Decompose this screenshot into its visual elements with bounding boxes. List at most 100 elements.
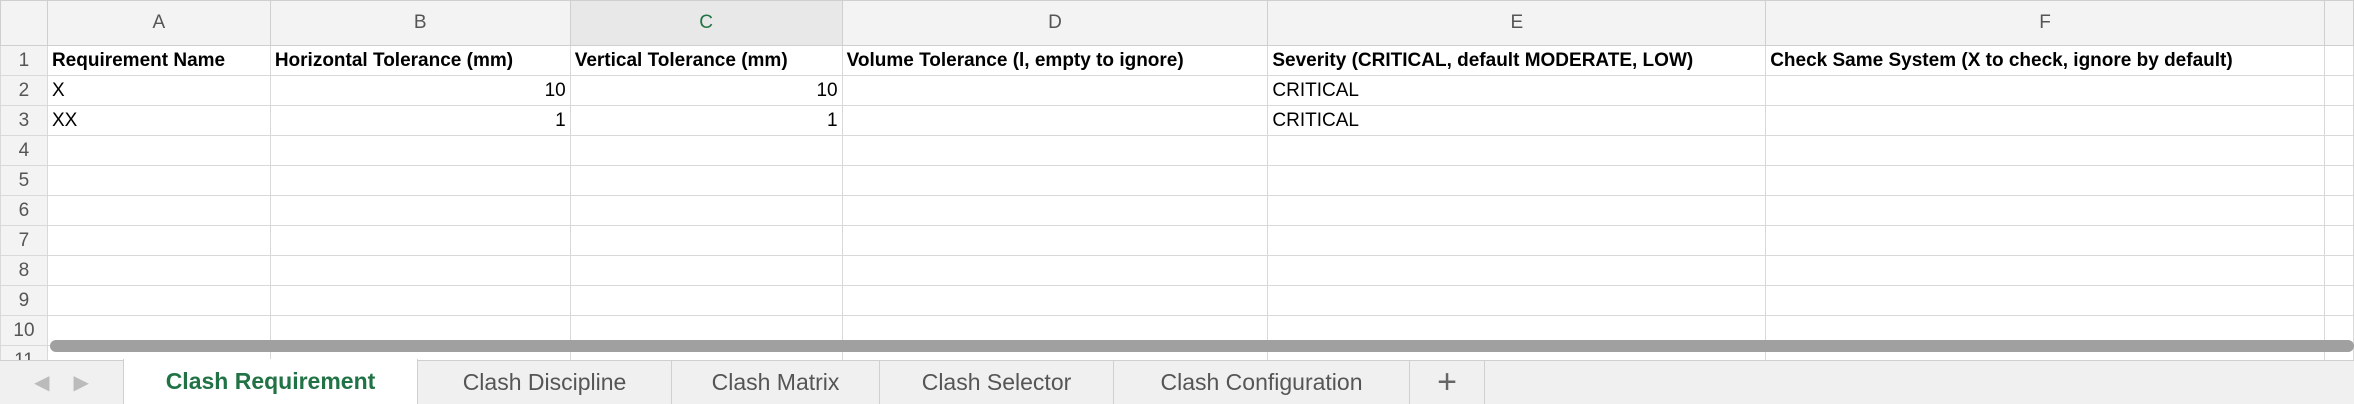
table-row: 8: [0, 255, 2354, 286]
prev-sheet-icon[interactable]: ◀: [34, 372, 50, 394]
cell-b4[interactable]: [269, 135, 571, 166]
cell-c1[interactable]: Vertical Tolerance (mm): [569, 45, 843, 76]
cell-d9[interactable]: [841, 285, 1269, 316]
cell-d4[interactable]: [841, 135, 1269, 166]
cell-b1[interactable]: Horizontal Tolerance (mm): [269, 45, 571, 76]
cell-d7[interactable]: [841, 225, 1269, 256]
cell-a7[interactable]: [46, 225, 271, 256]
cell-d3[interactable]: [841, 105, 1269, 136]
cell-c5[interactable]: [569, 165, 843, 196]
row-header[interactable]: 9: [0, 285, 48, 316]
cell-overflow[interactable]: [2323, 285, 2354, 316]
cell-b6[interactable]: [269, 195, 571, 226]
cell-e5[interactable]: [1267, 165, 1767, 196]
row-header[interactable]: 1: [0, 45, 48, 76]
cell-a9[interactable]: [46, 285, 271, 316]
row-header[interactable]: 6: [0, 195, 48, 226]
cell-e9[interactable]: [1267, 285, 1767, 316]
cell-d6[interactable]: [841, 195, 1269, 226]
row-header[interactable]: 10: [0, 315, 48, 346]
column-header-c[interactable]: C: [569, 0, 843, 46]
cell-e7[interactable]: [1267, 225, 1767, 256]
cell-overflow[interactable]: [2323, 165, 2354, 196]
cell-overflow[interactable]: [2323, 75, 2354, 106]
cell-d8[interactable]: [841, 255, 1269, 286]
tab-clash-selector[interactable]: Clash Selector: [880, 361, 1114, 404]
table-row: 1 Requirement Name Horizontal Tolerance (m…: [0, 45, 2354, 76]
row-header[interactable]: 4: [0, 135, 48, 166]
cell-a8[interactable]: [46, 255, 271, 286]
cell-overflow[interactable]: [2323, 45, 2354, 76]
column-header-d[interactable]: D: [841, 0, 1269, 46]
cell-b9[interactable]: [269, 285, 571, 316]
cell-d2[interactable]: [841, 75, 1269, 106]
cell-f8[interactable]: [1765, 255, 2325, 286]
cell-e3[interactable]: CRITICAL: [1267, 105, 1767, 136]
cell-f5[interactable]: [1765, 165, 2325, 196]
add-sheet-button[interactable]: +: [1410, 361, 1485, 404]
column-header-f[interactable]: F: [1765, 0, 2325, 46]
cell-overflow[interactable]: [2323, 105, 2354, 136]
cell-b3[interactable]: 1: [269, 105, 571, 136]
table-row: 3 XX 1 1 CRITICAL: [0, 105, 2354, 136]
cell-a5[interactable]: [46, 165, 271, 196]
cell-c3[interactable]: 1: [569, 105, 843, 136]
cell-a3[interactable]: XX: [46, 105, 271, 136]
horizontal-scrollbar[interactable]: [50, 340, 2354, 352]
cell-c2[interactable]: 10: [569, 75, 843, 106]
cell-f3[interactable]: [1765, 105, 2325, 136]
table-row: 2 X 10 10 CRITICAL: [0, 75, 2354, 106]
cell-overflow[interactable]: [2323, 255, 2354, 286]
cell-a2[interactable]: X: [46, 75, 271, 106]
cell-a1[interactable]: Requirement Name: [46, 45, 271, 76]
row-header[interactable]: 3: [0, 105, 48, 136]
column-header-b[interactable]: B: [269, 0, 571, 46]
row-header[interactable]: 11: [0, 345, 48, 360]
cell-f4[interactable]: [1765, 135, 2325, 166]
cell-overflow[interactable]: [2323, 135, 2354, 166]
cell-e1[interactable]: Severity (CRITICAL, default MODERATE, LO…: [1267, 45, 1767, 76]
sheet-tab-bar: ◀ ▶ Clash Requirement Clash Discipline C…: [0, 359, 2354, 404]
cell-c7[interactable]: [569, 225, 843, 256]
table-row: 7: [0, 225, 2354, 256]
select-all-corner[interactable]: [0, 0, 48, 46]
row-header[interactable]: 7: [0, 225, 48, 256]
cell-a4[interactable]: [46, 135, 271, 166]
next-sheet-icon[interactable]: ▶: [73, 372, 89, 394]
cell-d5[interactable]: [841, 165, 1269, 196]
cell-e8[interactable]: [1267, 255, 1767, 286]
cell-a6[interactable]: [46, 195, 271, 226]
cell-overflow[interactable]: [2323, 225, 2354, 256]
tab-clash-requirement[interactable]: Clash Requirement: [123, 359, 418, 404]
table-row: 6: [0, 195, 2354, 226]
cell-c4[interactable]: [569, 135, 843, 166]
cell-e2[interactable]: CRITICAL: [1267, 75, 1767, 106]
tab-clash-matrix[interactable]: Clash Matrix: [672, 361, 880, 404]
cell-c6[interactable]: [569, 195, 843, 226]
table-row: 9: [0, 285, 2354, 316]
cell-f9[interactable]: [1765, 285, 2325, 316]
row-header[interactable]: 8: [0, 255, 48, 286]
table-row: 5: [0, 165, 2354, 196]
cell-c8[interactable]: [569, 255, 843, 286]
tab-clash-discipline[interactable]: Clash Discipline: [418, 361, 672, 404]
row-header[interactable]: 5: [0, 165, 48, 196]
cell-f1[interactable]: Check Same System (X to check, ignore by…: [1765, 45, 2325, 76]
tab-clash-configuration[interactable]: Clash Configuration: [1114, 361, 1410, 404]
cell-f2[interactable]: [1765, 75, 2325, 106]
cell-f6[interactable]: [1765, 195, 2325, 226]
cell-b7[interactable]: [269, 225, 571, 256]
cell-b2[interactable]: 10: [269, 75, 571, 106]
cell-c9[interactable]: [569, 285, 843, 316]
cell-overflow[interactable]: [2323, 195, 2354, 226]
cell-f7[interactable]: [1765, 225, 2325, 256]
cell-e6[interactable]: [1267, 195, 1767, 226]
column-header-a[interactable]: A: [46, 0, 271, 46]
cell-d1[interactable]: Volume Tolerance (l, empty to ignore): [841, 45, 1269, 76]
column-header-e[interactable]: E: [1267, 0, 1767, 46]
cell-b5[interactable]: [269, 165, 571, 196]
cell-b8[interactable]: [269, 255, 571, 286]
row-header[interactable]: 2: [0, 75, 48, 106]
cell-e4[interactable]: [1267, 135, 1767, 166]
